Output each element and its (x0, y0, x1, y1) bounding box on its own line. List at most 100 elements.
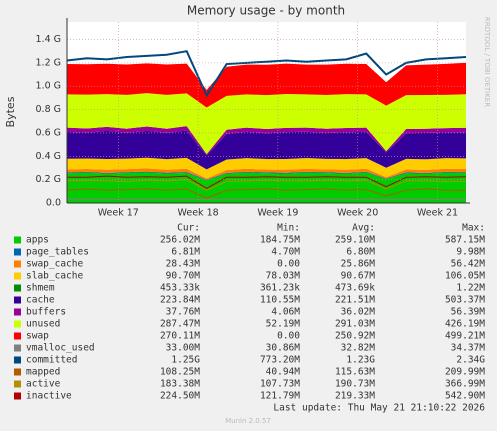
area (67, 62, 466, 108)
legend-swatch (14, 248, 21, 256)
legend-value: 37.76M (166, 307, 201, 318)
legend-swatch (14, 344, 21, 352)
legend-value: 256.02M (160, 235, 200, 246)
legend-value: 115.63M (335, 367, 375, 378)
legend-label: page_tables (26, 247, 89, 258)
legend-header: Avg: (352, 223, 375, 234)
legend-value: 34.37M (451, 343, 486, 354)
legend-value: 453.33k (160, 283, 200, 294)
legend-value: 78.03M (266, 271, 301, 282)
legend-label: buffers (26, 307, 66, 318)
legend-label: apps (26, 235, 49, 246)
legend-value: 426.19M (445, 319, 485, 330)
legend-value: 9.98M (456, 247, 485, 258)
legend-value: 473.69k (335, 283, 375, 294)
line (66, 188, 467, 199)
legend-label: unused (26, 319, 60, 330)
legend-value: 110.55M (260, 295, 300, 306)
legend-value: 40.94M (266, 367, 301, 378)
legend-label: shmem (26, 283, 55, 294)
legend-value: 0.00 (277, 331, 300, 342)
legend-label: inactive (26, 391, 72, 402)
legend: Cur: Min: Avg: Max: apps 256.02M 184.75M 259.10… (14, 223, 485, 402)
area (67, 130, 466, 170)
legend-value: 183.38M (160, 379, 200, 390)
line (66, 50, 467, 98)
legend-swatch (14, 332, 21, 340)
legend-value: 52.19M (266, 319, 301, 330)
legend-swatch (14, 308, 21, 316)
legend-value: 33.00M (166, 343, 201, 354)
legend-swatch (14, 296, 21, 304)
legend-label: swap_cache (26, 259, 83, 270)
legend-value: 184.75M (260, 235, 300, 246)
line (67, 175, 467, 189)
legend-value: 121.79M (260, 391, 300, 402)
legend-header: Max: (462, 223, 485, 234)
y-tick-label: 0.4 G (36, 151, 62, 162)
legend-value: 287.47M (160, 319, 200, 330)
legend-value: 250.92M (335, 331, 375, 342)
y-tick-label: 0.8 G (36, 104, 62, 115)
legend-value: 107.73M (260, 379, 300, 390)
x-tick-label: Week 18 (178, 208, 219, 219)
area (67, 93, 466, 155)
legend-value: 587.15M (445, 235, 485, 246)
y-tick-label: 0.6 G (36, 127, 62, 138)
y-tick-label: 1.2 G (36, 57, 62, 68)
legend-value: 32.82M (341, 343, 376, 354)
legend-swatch (14, 368, 21, 376)
watermark: RRDTOOL / TOBI OETIKER (483, 17, 491, 107)
legend-value: 56.39M (451, 307, 486, 318)
legend-value: 366.99M (445, 379, 485, 390)
legend-label: active (26, 379, 61, 390)
legend-value: 291.03M (335, 319, 375, 330)
legend-swatch (14, 272, 21, 280)
plot: 0.0 0.2 G 0.4 G 0.6 G 0.8 G 1.0 G 1.2 G 1.4 G We… (36, 18, 470, 219)
legend-value: 223.84M (160, 295, 200, 306)
legend-value: 773.20M (260, 355, 300, 366)
legend-value: 224.50M (160, 391, 200, 402)
legend-value: 209.99M (445, 367, 485, 378)
line (66, 179, 467, 191)
area (67, 126, 466, 156)
legend-value: 503.37M (445, 295, 485, 306)
y-tick-label: 1.0 G (36, 81, 62, 92)
y-axis-label: Bytes (4, 96, 17, 127)
legend-value: 4.70M (271, 247, 300, 258)
legend-value: 106.05M (445, 271, 485, 282)
legend-value: 1.23G (346, 355, 375, 366)
legend-value: 6.81M (171, 247, 200, 258)
legend-value: 56.42M (451, 259, 486, 270)
legend-value: 30.86M (266, 343, 301, 354)
legend-label: swap (26, 331, 49, 342)
x-tick-label: Week 17 (98, 208, 139, 219)
legend-value: 36.02M (341, 307, 376, 318)
legend-swatch (14, 236, 21, 244)
legend-label: slab_cache (26, 271, 83, 282)
y-tick-label: 0.2 G (36, 174, 62, 185)
legend-swatch (14, 392, 21, 400)
legend-swatch (14, 260, 21, 268)
version: Munin 2.0.57 (225, 417, 271, 425)
legend-header: Min: (277, 223, 300, 234)
x-tick-label: Week 20 (337, 208, 378, 219)
legend-value: 270.11M (160, 331, 200, 342)
legend-value: 25.86M (341, 259, 376, 270)
legend-value: 190.73M (335, 379, 375, 390)
chart-title: Memory usage - by month (187, 4, 345, 18)
legend-value: 0.00 (277, 259, 300, 270)
legend-value: 6.80M (346, 247, 375, 258)
legend-swatch (14, 320, 21, 328)
legend-label: cache (26, 295, 55, 306)
legend-value: 221.51M (335, 295, 375, 306)
legend-value: 542.90M (445, 391, 485, 402)
legend-swatch (14, 284, 21, 292)
legend-swatch (14, 380, 21, 388)
legend-value: 259.10M (335, 235, 375, 246)
x-tick-label: Week 19 (257, 208, 298, 219)
area (67, 168, 466, 180)
legend-value: 361.23k (260, 283, 300, 294)
legend-label: mapped (26, 367, 60, 378)
